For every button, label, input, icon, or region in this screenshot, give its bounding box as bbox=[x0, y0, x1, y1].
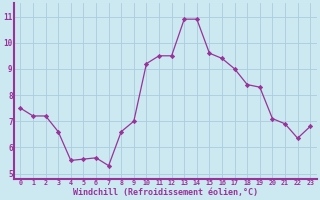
X-axis label: Windchill (Refroidissement éolien,°C): Windchill (Refroidissement éolien,°C) bbox=[73, 188, 258, 197]
